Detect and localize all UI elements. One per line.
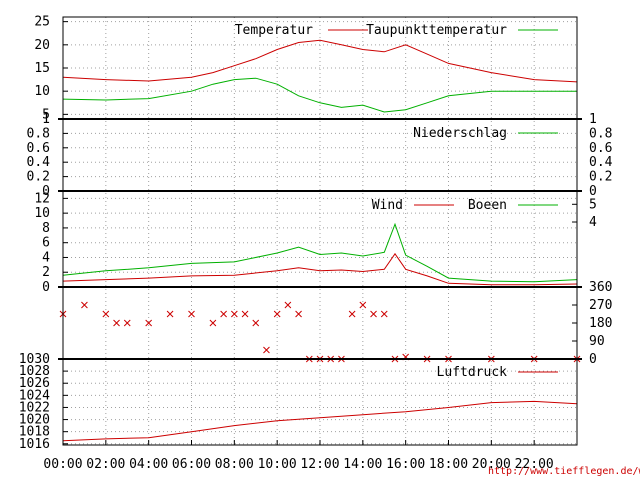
wind-direction-point <box>209 319 217 327</box>
wind-direction-point <box>359 301 367 309</box>
wind-direction-point <box>166 310 174 318</box>
legend-label: Luftdruck <box>437 365 508 380</box>
y-tick-label: 1018 <box>19 425 50 440</box>
wind-direction-point <box>188 310 195 318</box>
y-tick-label: 8 <box>42 221 50 236</box>
x-tick-label: 20:00 <box>472 457 511 472</box>
y-tick-label: 0 <box>42 184 50 199</box>
series-line-wind <box>62 252 578 286</box>
y-tick-label: 2 <box>42 265 50 280</box>
y2-tick-label: 0.2 <box>589 170 612 185</box>
wind-direction-point <box>348 310 356 318</box>
wind-direction-point <box>81 301 88 309</box>
y-tick-label: 0.2 <box>27 170 50 185</box>
tick-labels: 00:00 02:00 04:00 06:00 08:00 10:00 12:00 14:00… <box>19 15 613 472</box>
y-tick-label: 1 <box>42 112 50 127</box>
y2-tick-label: 0 <box>589 184 597 199</box>
panel-frames <box>58 16 582 446</box>
y2-tick-label: 4 <box>589 215 597 230</box>
legend-label: Taupunkttemperatur <box>366 23 507 38</box>
y-tick-label: 1024 <box>19 388 50 403</box>
y2-tick-label: 180 <box>589 316 612 331</box>
x-tick-label: 06:00 <box>172 457 211 472</box>
x-tick-label: 16:00 <box>386 457 425 472</box>
wind-direction-point <box>113 319 120 327</box>
series-line-luftdruck <box>62 400 578 442</box>
x-tick-label: 08:00 <box>215 457 254 472</box>
x-tick-label: 04:00 <box>129 457 168 472</box>
wind-direction-point <box>295 310 302 318</box>
y2-tick-label: 0.6 <box>589 141 612 156</box>
y-tick-label: 1028 <box>19 364 50 379</box>
legend-label: Boeen <box>468 198 507 213</box>
y-tick-label: 0.8 <box>27 126 50 141</box>
y2-tick-label: 0.4 <box>589 155 613 170</box>
x-tick-label: 10:00 <box>258 457 297 472</box>
y-tick-label: 20 <box>34 38 50 53</box>
series-line-boeen <box>62 222 578 283</box>
x-tick-label: 22:00 <box>515 457 554 472</box>
y-tick-label: 10 <box>34 206 50 221</box>
y-tick-label: 0.6 <box>27 141 50 156</box>
y2-tick-label: 1 <box>589 112 597 127</box>
wind-direction-point <box>123 319 131 327</box>
x-tick-label: 00:00 <box>43 457 82 472</box>
source-url: http://www.tiefflegen.de/wetter/ <box>488 466 640 477</box>
wind-direction-point <box>273 310 281 318</box>
y-tick-label: 10 <box>34 84 50 99</box>
y2-tick-label: 0.8 <box>589 126 612 141</box>
y2-tick-label: 270 <box>589 298 612 313</box>
x-tick-label: 14:00 <box>343 457 382 472</box>
wind-direction-point <box>102 310 110 318</box>
wind-direction-point <box>252 319 260 327</box>
series-line-temperatur <box>62 39 578 83</box>
ticks <box>62 21 577 445</box>
y-tick-label: 15 <box>34 61 50 76</box>
y-tick-label: 4 <box>42 250 50 265</box>
series-line-taupunkttemperatur <box>62 77 577 113</box>
x-tick-label: 02:00 <box>86 457 125 472</box>
y2-tick-label: 0 <box>589 352 597 367</box>
x-tick-label: 18:00 <box>429 457 468 472</box>
y-tick-label: 1020 <box>19 413 50 428</box>
y2-tick-label: 360 <box>589 280 612 295</box>
series <box>59 39 581 442</box>
wind-direction-point <box>370 310 377 318</box>
wind-direction-point <box>241 310 249 318</box>
legend-label: Wind <box>372 198 403 213</box>
legends: Temperatur Taupunkttemperatur Niederschlag… <box>235 23 558 380</box>
y-tick-label: 0.4 <box>27 155 51 170</box>
wind-direction-point <box>230 310 238 318</box>
wind-direction-point <box>380 310 388 318</box>
x-tick-label: 12:00 <box>300 457 339 472</box>
wind-direction-point <box>263 346 270 354</box>
y2-tick-label: 90 <box>589 334 605 349</box>
legend-label: Niederschlag <box>413 126 507 141</box>
legend-label: Temperatur <box>235 23 313 38</box>
wind-direction-point <box>145 319 153 327</box>
y-tick-label: 25 <box>34 15 50 30</box>
y-tick-label: 0 <box>42 280 50 295</box>
y-tick-label: 12 <box>34 191 50 206</box>
y-tick-label: 5 <box>42 107 50 122</box>
y-tick-label: 1016 <box>19 437 50 452</box>
wind-direction-point <box>284 301 292 309</box>
y-tick-label: 1022 <box>19 400 50 415</box>
y2-tick-label: 5 <box>589 197 597 212</box>
wind-direction-point <box>220 310 227 318</box>
y-tick-label: 1030 <box>19 352 50 367</box>
y-tick-label: 1026 <box>19 376 50 391</box>
y-tick-label: 6 <box>42 236 50 251</box>
